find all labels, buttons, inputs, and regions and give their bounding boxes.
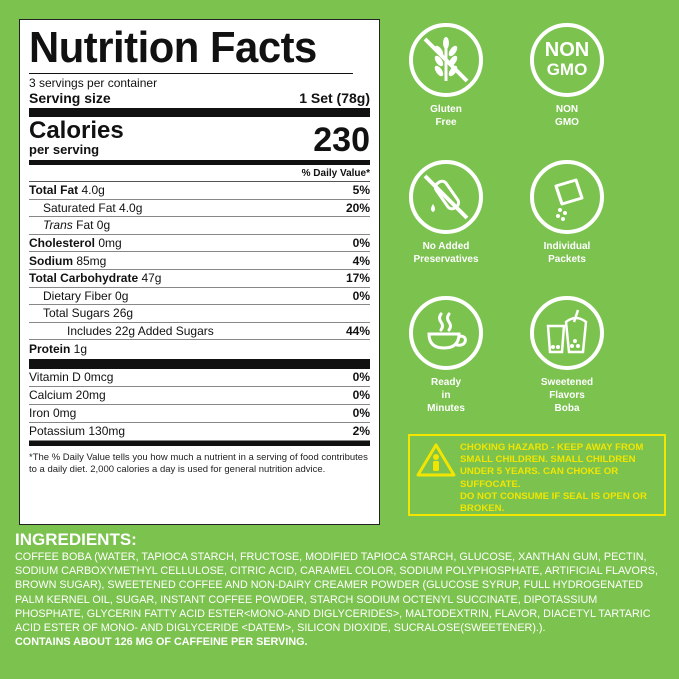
choking-hazard-warning: CHOKING HAZARD - KEEP AWAY FROM SMALL CH… xyxy=(408,434,666,516)
serving-size-row: Serving size 1 Set (78g) xyxy=(29,90,370,106)
non-gmo-badge: NON GMO NON GMO xyxy=(512,23,622,129)
vitamin-row: Vitamin D 0mcg 0% xyxy=(29,369,370,387)
individual-packets-badge: Individual Packets xyxy=(512,160,622,266)
nutrition-facts-label: Nutrition Facts 3 servings per container… xyxy=(19,19,380,525)
nutrient-row-total-carbohydrate: Total Carbohydrate 47g 17% xyxy=(29,270,370,288)
ready-in-minutes-badge: Ready in Minutes xyxy=(391,296,501,415)
nutrient-row-dietary-fiber: Dietary Fiber 0g 0% xyxy=(29,288,370,306)
calories-value: 230 xyxy=(313,123,370,157)
nutrient-rows: Total Fat 4.0g 5% Saturated Fat 4.0g 20% T… xyxy=(29,182,370,358)
boba-label: Sweetened Flavors Boba xyxy=(512,376,622,415)
nutrient-row-trans-fat: Trans Fat 0g xyxy=(29,217,370,235)
non-gmo-label: NON GMO xyxy=(512,103,622,129)
warning-line-2: DO NOT CONSUME IF SEAL IS OPEN OR BROKEN… xyxy=(460,491,662,515)
daily-value-header: % Daily Value* xyxy=(29,165,370,182)
packet-icon xyxy=(530,160,604,234)
warning-line-1: CHOKING HAZARD - KEEP AWAY FROM SMALL CH… xyxy=(460,442,662,491)
boba-drink-icon xyxy=(530,296,604,370)
divider-thick-vitamins xyxy=(29,359,370,369)
nutrient-row-cholesterol: Cholesterol 0mg 0% xyxy=(29,235,370,253)
vitamin-row: Iron 0mg 0% xyxy=(29,405,370,423)
nutrient-row-saturated-fat: Saturated Fat 4.0g 20% xyxy=(29,200,370,218)
servings-per-container: 3 servings per container xyxy=(29,77,370,90)
wheat-crossed-icon xyxy=(409,23,483,97)
coffee-cup-icon xyxy=(409,296,483,370)
vitamin-row: Potassium 130mg 2% xyxy=(29,423,370,441)
test-tube-crossed-icon xyxy=(409,160,483,234)
divider-thick xyxy=(29,108,370,117)
gluten-free-label: Gluten Free xyxy=(391,103,501,129)
ingredients-list: COFFEE BOBA (WATER, TAPIOCA STARCH, FRUC… xyxy=(15,550,665,635)
warning-triangle-icon xyxy=(416,442,456,483)
boba-badge: Sweetened Flavors Boba xyxy=(512,296,622,415)
individual-packets-label: Individual Packets xyxy=(512,240,622,266)
calories-row: Calories per serving 230 xyxy=(29,117,370,160)
vitamin-row: Calcium 20mg 0% xyxy=(29,387,370,405)
nutrient-row-added-sugars: Includes 22g Added Sugars 44% xyxy=(29,323,370,341)
no-preservatives-label: No Added Preservatives xyxy=(391,240,501,266)
warning-text: CHOKING HAZARD - KEEP AWAY FROM SMALL CH… xyxy=(460,442,662,515)
ingredients-title: INGREDIENTS: xyxy=(15,531,665,549)
daily-value-footnote: *The % Daily Value tells you how much a … xyxy=(29,446,370,476)
non-gmo-icon: NON GMO xyxy=(530,23,604,97)
nutrient-row-protein: Protein 1g xyxy=(29,340,370,358)
serving-size-label: Serving size xyxy=(29,90,111,106)
caffeine-statement: CONTAINS ABOUT 126 MG OF CAFFEINE PER SE… xyxy=(15,635,665,649)
vitamin-rows: Vitamin D 0mcg 0% Calcium 20mg 0% Iron 0mg… xyxy=(29,369,370,441)
nutrient-row-sodium: Sodium 85mg 4% xyxy=(29,252,370,270)
ingredients-section: INGREDIENTS: COFFEE BOBA (WATER, TAPIOCA… xyxy=(15,531,665,649)
per-serving-label: per serving xyxy=(29,143,124,157)
gluten-free-badge: Gluten Free xyxy=(391,23,501,129)
nutrient-row-total-fat: Total Fat 4.0g 5% xyxy=(29,182,370,200)
no-preservatives-badge: No Added Preservatives xyxy=(391,160,501,266)
nutrition-facts-title: Nutrition Facts xyxy=(29,26,353,74)
ready-in-minutes-label: Ready in Minutes xyxy=(391,376,501,415)
calories-label: Calories xyxy=(29,119,124,143)
serving-size-value: 1 Set (78g) xyxy=(299,90,370,106)
nutrient-row-total-sugars: Total Sugars 26g xyxy=(29,305,370,323)
